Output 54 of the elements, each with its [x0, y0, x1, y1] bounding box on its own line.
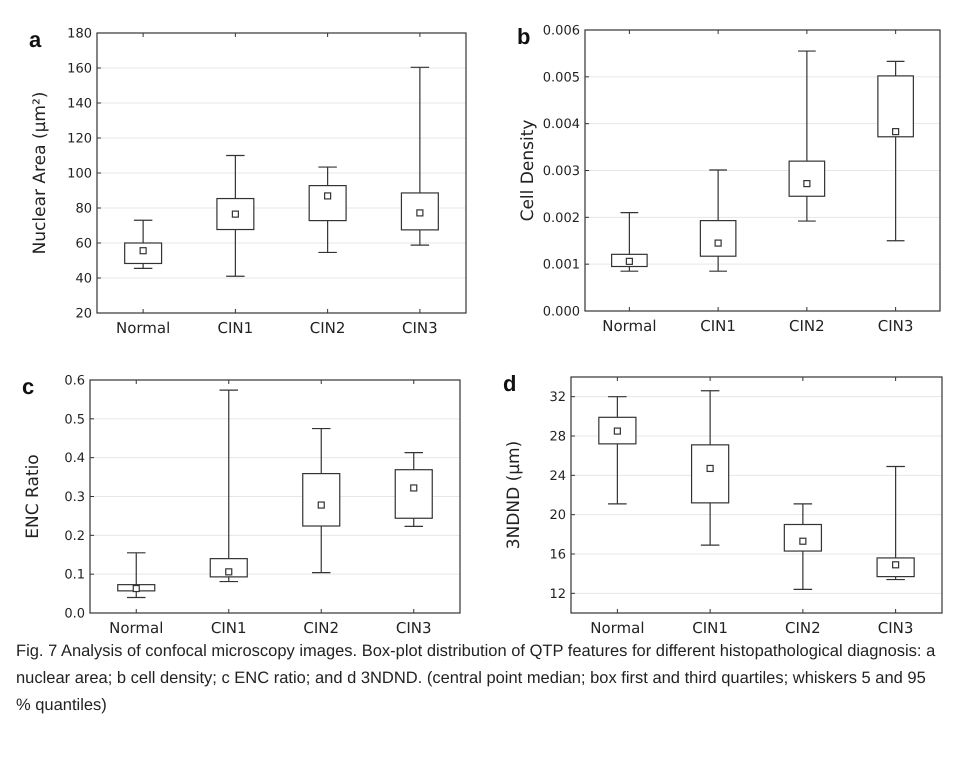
- x-tick-label: Normal: [109, 619, 164, 637]
- x-tick-label: CIN2: [785, 619, 821, 637]
- y-tick-label: 12: [549, 586, 566, 602]
- y-tick-label: 40: [75, 272, 92, 287]
- y-tick-label: 100: [67, 166, 92, 182]
- x-tick-label: CIN1: [218, 319, 254, 337]
- chart-title: d: [503, 371, 516, 396]
- y-tick-label: 140: [67, 96, 92, 112]
- y-tick-label: 28: [549, 430, 566, 445]
- y-tick-label: 0.5: [64, 412, 85, 428]
- x-tick-label: CIN1: [210, 619, 247, 637]
- caption: Fig. 7 Analysis of confocal microscopy images. Box-plot distribution of QTP features for different histopathological diagnosis: a nuclear area; b cell density; c ENC ratio; and d 3NDND. (central point median; box first and third quartiles; whiskers 5 and 95 % quantiles): [15, 641, 936, 716]
- y-axis-title: Nuclear Area (μm²): [30, 92, 50, 254]
- y-tick-label: 0.003: [542, 164, 580, 180]
- x-tick-label: CIN3: [878, 317, 914, 335]
- chart-title: b: [517, 24, 530, 49]
- y-tick-label: 0.6: [64, 374, 85, 389]
- y-tick-label: 24: [549, 468, 566, 484]
- y-tick-label: 160: [67, 62, 92, 77]
- y-tick-label: 0.0: [64, 606, 85, 622]
- y-axis-title: Cell Density: [518, 120, 538, 222]
- x-tick-label: CIN1: [700, 317, 736, 335]
- x-tick-label: CIN1: [692, 619, 728, 637]
- y-tick-label: 0.3: [64, 490, 85, 506]
- y-tick-label: 0.2: [64, 528, 85, 544]
- x-tick-label: CIN3: [402, 319, 438, 337]
- x-tick-label: CIN2: [310, 319, 346, 337]
- y-axis-title: ENC Ratio: [23, 454, 43, 539]
- y-tick-label: 0.002: [542, 210, 580, 226]
- x-tick-label: Normal: [590, 619, 645, 637]
- y-tick-label: 0.000: [542, 304, 580, 320]
- y-tick-label: 32: [549, 390, 566, 406]
- y-tick-label: 180: [67, 26, 92, 42]
- y-tick-label: 0.004: [542, 117, 580, 132]
- y-axis-title: 3NDND (μm): [504, 440, 524, 550]
- x-tick-label: Normal: [116, 319, 170, 337]
- chart-title: a: [29, 27, 42, 52]
- x-tick-label: CIN2: [303, 619, 340, 637]
- x-tick-label: CIN2: [789, 317, 825, 335]
- y-tick-label: 60: [75, 236, 92, 252]
- y-tick-label: 0.005: [542, 70, 580, 86]
- x-tick-label: CIN3: [878, 619, 914, 637]
- y-tick-label: 0.1: [64, 568, 85, 583]
- y-tick-label: 0.001: [542, 258, 580, 273]
- y-tick-label: 0.006: [542, 24, 580, 39]
- y-tick-label: 20: [75, 306, 92, 322]
- x-tick-label: CIN3: [396, 619, 432, 637]
- x-tick-label: Normal: [602, 317, 657, 335]
- y-tick-label: 20: [549, 508, 566, 524]
- y-tick-label: 0.4: [64, 451, 85, 466]
- y-tick-label: 16: [549, 548, 566, 563]
- y-tick-label: 80: [75, 202, 92, 217]
- chart-title: c: [22, 374, 34, 399]
- y-tick-label: 120: [67, 132, 92, 147]
